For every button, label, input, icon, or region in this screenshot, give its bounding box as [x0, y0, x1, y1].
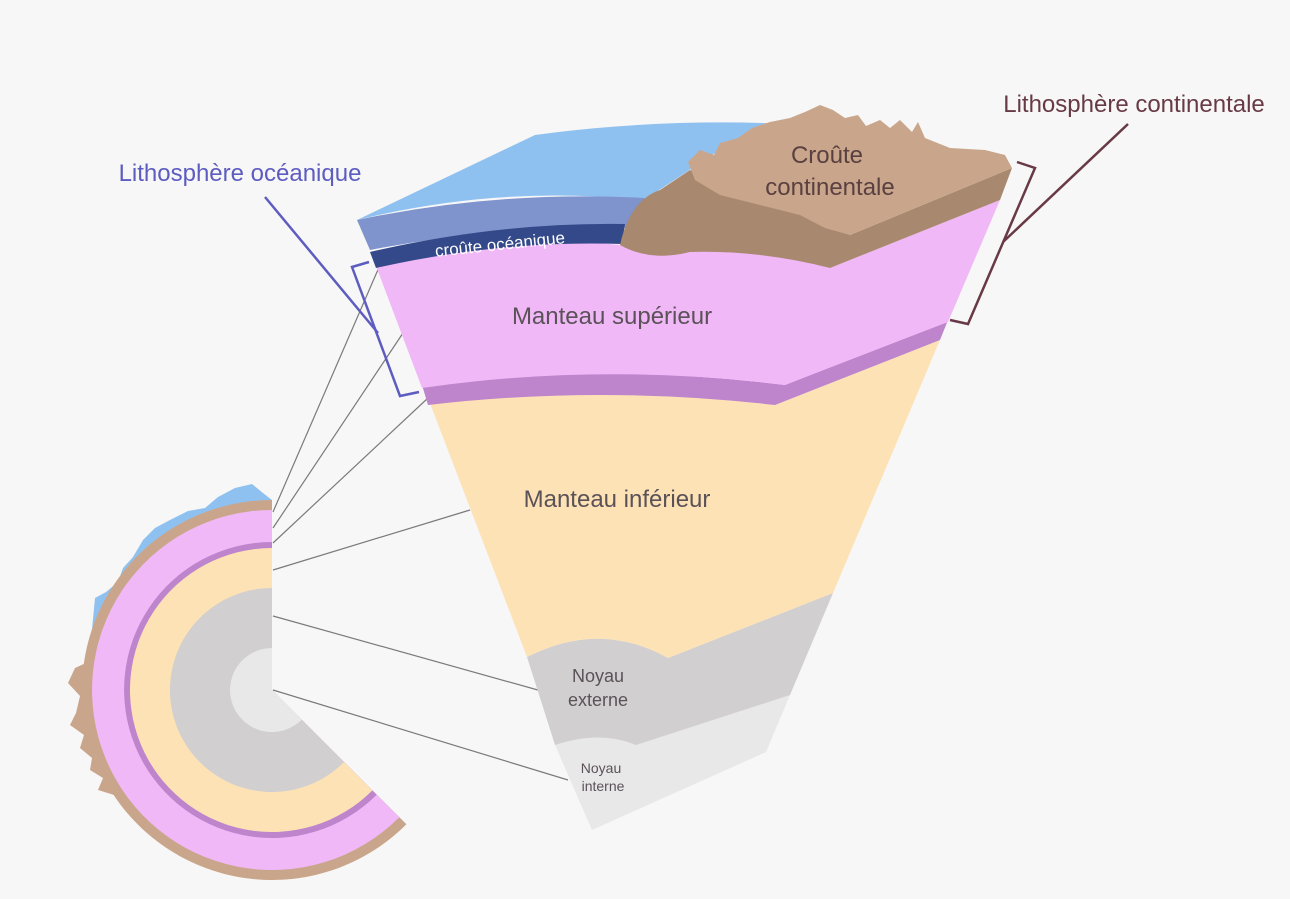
connector-line-lithosphere-top: [272, 264, 381, 513]
upper-mantle-label: Manteau supérieur: [512, 303, 712, 330]
wedge-asthenosphere: [422, 320, 948, 405]
continental-lithosphere-label: Lithosphère continentale: [1003, 91, 1265, 118]
lower-mantle-label: Manteau inférieur: [524, 486, 711, 513]
connector-line-lower-mantle: [272, 509, 471, 571]
outer-core-label-line2: externe: [568, 690, 628, 710]
continental-lithosphere-bracket: [949, 123, 1129, 326]
wedge-ocean: [357, 122, 790, 220]
inner-core-label-line1: Noyau: [581, 760, 621, 776]
connector-line-asthenosphere: [272, 397, 429, 544]
connector-line-inner-core: [272, 689, 569, 781]
globe-cross-section: [68, 484, 407, 880]
wedge-oceanic-lithosphere: [357, 196, 645, 250]
globe-inner-core: [230, 648, 302, 732]
oceanic-lithosphere-bracket: [264, 196, 420, 398]
connector-line-lithosphere-base: [272, 329, 406, 529]
section-wedge: [357, 105, 1012, 830]
wedge-inner-core: [555, 695, 790, 830]
wedge-continental-crust-top: [688, 105, 1012, 235]
connector-lines: [272, 264, 569, 781]
wedge-lower-mantle: [428, 340, 940, 658]
outer-core-label-line1: Noyau: [572, 666, 624, 686]
connector-line-outer-core: [272, 615, 546, 693]
continental-crust-label-line1: Croûte: [791, 142, 863, 169]
wedge-outer-core: [527, 593, 833, 745]
inner-core-label-line2: interne: [582, 778, 625, 794]
oceanic-lithosphere-label: Lithosphère océanique: [119, 160, 362, 187]
continental-crust-label-line2: continentale: [765, 174, 894, 201]
wedge-oceanic-crust: [370, 223, 625, 268]
wedge-upper-mantle: [376, 200, 1000, 388]
